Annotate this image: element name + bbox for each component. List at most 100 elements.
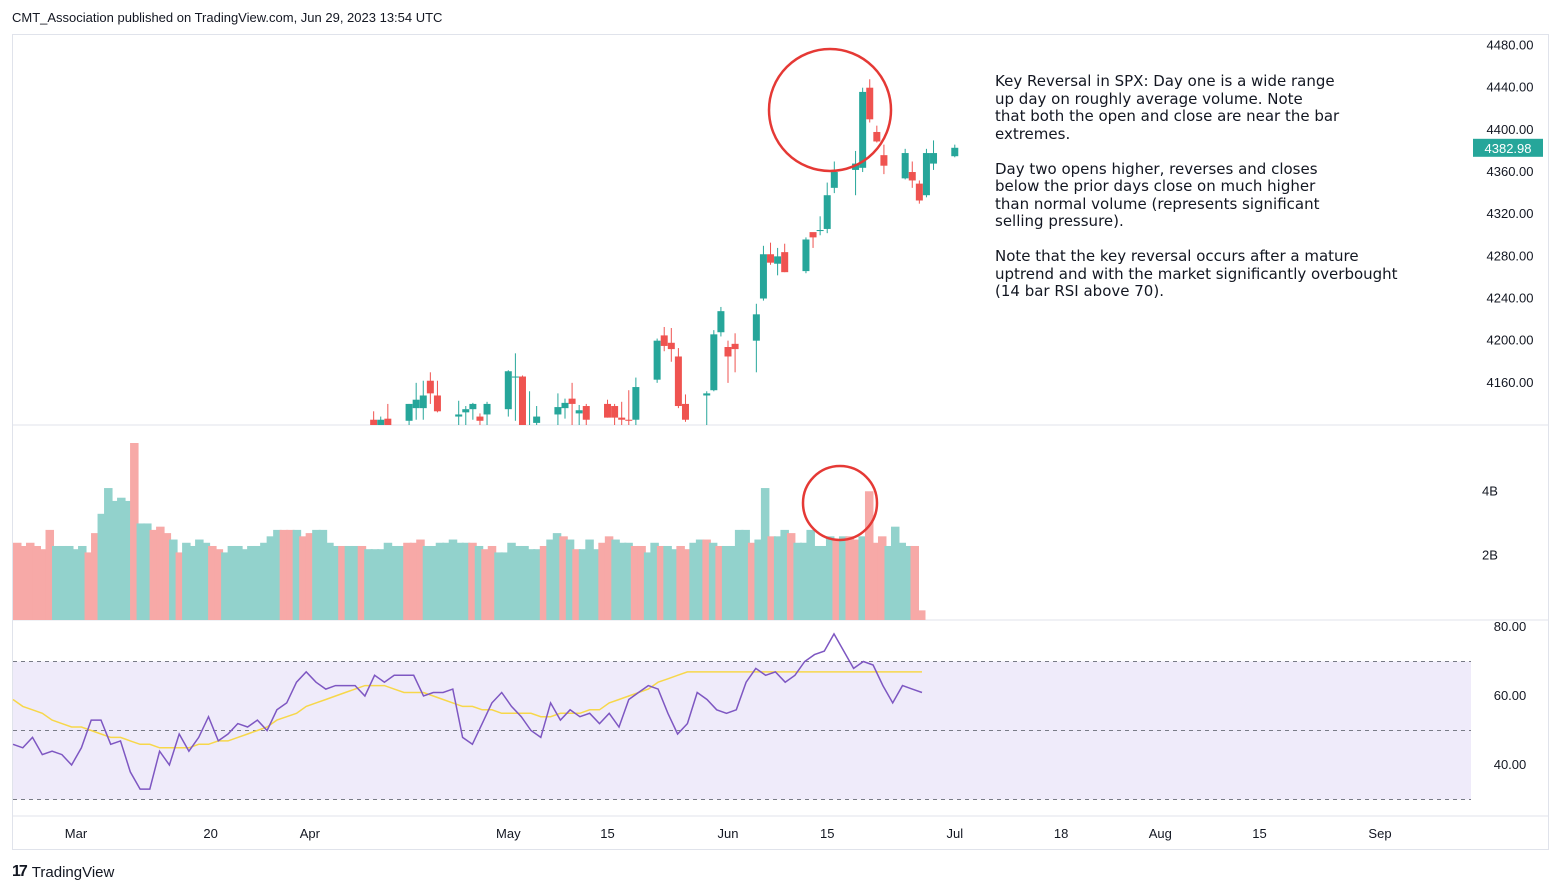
- volume-bar: [403, 542, 412, 620]
- annotation-paragraph: Key Reversal in SPX: Day one is a wide r…: [995, 72, 1340, 143]
- volume-bar: [910, 545, 919, 620]
- volume-bar: [279, 529, 289, 620]
- candle-body: [759, 254, 767, 299]
- candle-body: [951, 147, 959, 157]
- price-axis-tick: 4240.00: [1487, 291, 1534, 306]
- volume-bar: [169, 539, 178, 620]
- volume-bar: [494, 552, 503, 620]
- volume-axis-tick: 2B: [1482, 548, 1498, 563]
- volume-bar: [650, 542, 659, 620]
- volume-bar: [487, 545, 497, 620]
- candle-body: [604, 403, 612, 418]
- volume-bar: [65, 545, 74, 620]
- candle-body: [809, 232, 817, 238]
- tradingview-brand[interactable]: 17 TradingView: [12, 863, 114, 881]
- volume-bar: [721, 545, 731, 620]
- price-axis-tick: 4280.00: [1487, 248, 1534, 263]
- volume-bar: [435, 542, 445, 620]
- volume-bar: [507, 542, 516, 620]
- candle-body: [483, 403, 491, 415]
- volume-bar: [84, 552, 94, 620]
- volume-bar: [760, 488, 770, 620]
- volume-bar: [318, 529, 328, 620]
- volume-bar: [539, 545, 549, 620]
- volume-bar: [149, 529, 159, 620]
- candle-body: [930, 153, 938, 164]
- volume-bar: [533, 549, 542, 620]
- candle-body: [915, 183, 923, 201]
- candle-body: [476, 416, 484, 421]
- volume-bar: [500, 552, 510, 620]
- volume-bar: [364, 549, 373, 620]
- candle-body: [724, 347, 732, 357]
- volume-bar: [481, 549, 490, 620]
- price-axis-tick: 4360.00: [1487, 164, 1534, 179]
- volume-bar: [312, 529, 321, 620]
- volume-bar: [338, 545, 347, 620]
- volume-bar: [19, 545, 29, 620]
- volume-bar: [468, 542, 477, 620]
- candle-body: [561, 402, 569, 409]
- candle-body: [901, 153, 909, 179]
- volume-bar: [851, 539, 861, 620]
- candle-body: [370, 419, 378, 425]
- candle-body: [568, 398, 576, 404]
- volume-bar: [858, 536, 867, 620]
- price-axis-tick: 4480.00: [1487, 38, 1534, 53]
- tradingview-logo-icon: 17: [12, 863, 28, 880]
- volume-bar: [591, 549, 601, 620]
- annotation-paragraph: Day two opens higher, reverses and close…: [995, 159, 1320, 230]
- volume-bar: [474, 545, 484, 620]
- volume-bar: [370, 549, 380, 620]
- volume-bar: [715, 545, 724, 620]
- volume-bar: [884, 545, 893, 620]
- volume-bar: [45, 529, 55, 620]
- volume-bar: [208, 545, 217, 620]
- volume-bar: [513, 545, 523, 620]
- time-axis-tick: Jun: [718, 826, 739, 841]
- volume-bar: [305, 533, 315, 620]
- volume-bar: [110, 500, 120, 620]
- last-price-label: 4382.98: [1485, 141, 1532, 156]
- candle-body: [533, 416, 541, 423]
- volume-bar: [253, 545, 263, 620]
- volume-bar: [897, 542, 906, 620]
- candle-body: [405, 403, 413, 421]
- candle-body: [653, 340, 661, 380]
- volume-bar: [702, 539, 711, 620]
- volume-bar: [234, 545, 243, 620]
- volume-bar: [676, 545, 685, 620]
- candle-body: [866, 87, 874, 120]
- volume-bar: [773, 536, 783, 620]
- time-axis-tick: 18: [1054, 826, 1068, 841]
- candle-body: [426, 380, 434, 394]
- rsi-axis-tick: 40.00: [1494, 757, 1527, 772]
- volume-bar: [351, 545, 360, 620]
- time-axis-tick: Sep: [1368, 826, 1391, 841]
- chart-frame: [12, 34, 1549, 850]
- volume-bar: [344, 545, 354, 620]
- volume-bar: [812, 545, 822, 620]
- candle-body: [575, 410, 583, 414]
- volume-bar: [780, 529, 789, 620]
- candle-body: [908, 172, 916, 181]
- volume-bar: [734, 529, 744, 620]
- volume-bar: [182, 542, 191, 620]
- volume-bar: [572, 549, 581, 620]
- candle-body: [618, 417, 626, 420]
- volume-bar: [227, 545, 237, 620]
- candle-body: [582, 406, 590, 420]
- candle-body: [752, 314, 760, 341]
- volume-bar: [546, 539, 555, 620]
- volume-bar: [97, 513, 107, 620]
- volume-bar: [130, 443, 139, 620]
- volume-bar: [552, 533, 562, 620]
- time-axis-tick: May: [496, 826, 521, 841]
- volume-bar: [786, 533, 796, 620]
- volume-bar: [52, 545, 61, 620]
- volume-bar: [663, 545, 672, 620]
- candle-body: [674, 356, 682, 407]
- candle-body: [511, 376, 519, 378]
- volume-bar: [890, 526, 900, 620]
